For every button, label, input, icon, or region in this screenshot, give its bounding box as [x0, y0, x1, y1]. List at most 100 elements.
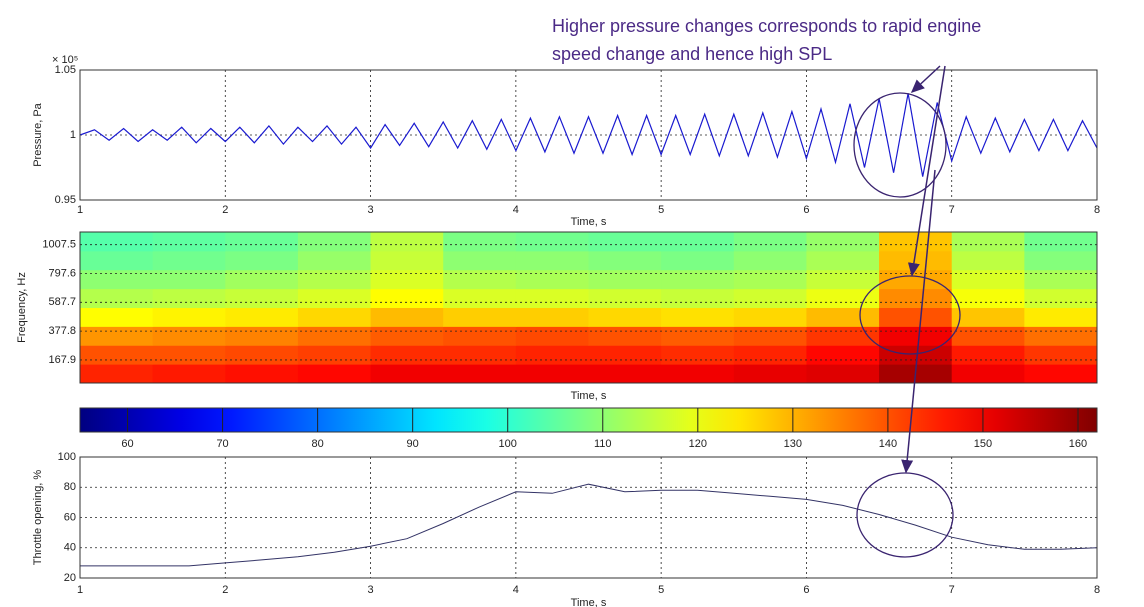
heatmap-cell	[443, 288, 517, 308]
heatmap-cell	[661, 288, 735, 308]
y-tick-label: 40	[64, 542, 76, 554]
heatmap-cell	[443, 364, 517, 384]
arrow	[910, 65, 941, 94]
heatmap-cell	[80, 269, 154, 290]
heatmap-cell	[152, 250, 226, 271]
heatmap-cell	[297, 364, 372, 384]
heatmap-cell	[806, 288, 880, 308]
heatmap-cell	[297, 307, 372, 327]
x-axis-label: Time, s	[571, 390, 607, 402]
y-tick-label: 797.6	[48, 267, 76, 279]
line	[79, 93, 1098, 177]
heatmap-cell	[443, 345, 517, 365]
heatmap-cell	[806, 250, 880, 271]
y-axis-label: Frequency, Hz	[16, 272, 28, 343]
heatmap-cell	[1024, 307, 1098, 327]
heatmap-cell	[733, 269, 807, 290]
arrow	[907, 65, 946, 277]
heatmap-cell	[370, 326, 444, 346]
heatmap-cell	[661, 307, 735, 327]
heatmap-cell	[225, 345, 299, 365]
heatmap-cell	[879, 307, 953, 327]
heatmap-cell	[951, 345, 1025, 365]
heatmap-cell	[515, 288, 589, 308]
heatmap-cell	[661, 364, 735, 384]
plot-frame	[79, 69, 1098, 201]
heatmap-cell	[1024, 288, 1098, 308]
y-tick-label: 1007.5	[42, 239, 76, 251]
x-tick-label: 3	[368, 584, 374, 596]
x-tick-label: 5	[658, 584, 664, 596]
x-tick-label: 8	[1094, 584, 1100, 596]
heatmap-cell	[661, 269, 735, 290]
heatmap-cell	[443, 307, 517, 327]
heatmap-cell	[1024, 250, 1098, 271]
highlight-ellipse	[853, 92, 947, 198]
colorbar-tick-label: 70	[216, 438, 228, 450]
line	[80, 483, 1098, 567]
heatmap-cell	[297, 288, 372, 308]
colorbar-tick-label: 130	[784, 438, 802, 450]
heatmap-cell	[1024, 345, 1098, 365]
y-tick-label: 1	[70, 129, 76, 141]
heatmap-cell	[225, 326, 299, 346]
heatmap-cell	[879, 345, 953, 365]
y-tick-label: 60	[64, 511, 76, 523]
heatmap-cell	[515, 307, 589, 327]
y-tick-label: 377.8	[48, 325, 76, 337]
y-tick-label: 100	[58, 451, 76, 463]
y-tick-label: 587.7	[48, 296, 76, 308]
y-tick-label: 20	[64, 572, 76, 584]
heatmap-cell	[806, 232, 880, 252]
heatmap-cell	[733, 307, 807, 327]
heatmap-cell	[370, 307, 444, 327]
heatmap-cell	[225, 288, 299, 308]
highlight-ellipse	[856, 472, 954, 558]
heatmap-cell	[879, 250, 953, 271]
heatmap-cell	[370, 232, 444, 252]
plot-frame	[79, 231, 1098, 384]
heatmap-cell	[152, 307, 226, 327]
colorbar-tick-label: 160	[1069, 438, 1087, 450]
x-tick-label: 2	[222, 584, 228, 596]
heatmap-cell	[588, 307, 662, 327]
heatmap-cell	[588, 345, 662, 365]
heatmap-cell	[152, 269, 226, 290]
heatmap-cell	[515, 232, 589, 252]
annotation-line: Higher pressure changes corresponds to r…	[552, 16, 981, 36]
colorbar-tick-label: 80	[311, 438, 323, 450]
heatmap-cell	[951, 364, 1025, 384]
heatmap-cell	[661, 326, 735, 346]
x-tick-label: 1	[77, 204, 83, 216]
heatmap-cell	[879, 326, 953, 346]
heatmap-cell	[370, 364, 444, 384]
y-tick-label: 1.05	[55, 64, 76, 76]
heatmap-cell	[80, 364, 154, 384]
heatmap-cell	[80, 250, 154, 271]
heatmap-cell	[733, 288, 807, 308]
heatmap-cell	[951, 269, 1025, 290]
y-tick-label: 0.95	[55, 194, 76, 206]
heatmap-cell	[152, 326, 226, 346]
heatmap-cell	[588, 250, 662, 271]
heatmap-cell	[806, 307, 880, 327]
colorbar-tick-label: 90	[407, 438, 419, 450]
y-axis-label: Throttle opening, %	[32, 470, 44, 566]
heatmap-cell	[443, 250, 517, 271]
x-axis-label: Time, s	[571, 597, 607, 607]
heatmap-cell	[806, 269, 880, 290]
annotation-line: speed change and hence high SPL	[552, 44, 832, 64]
heatmap-cell	[806, 345, 880, 365]
heatmap-cell	[588, 269, 662, 290]
heatmap-cell	[661, 250, 735, 271]
colorbar-tick-label: 150	[974, 438, 992, 450]
heatmap-cell	[661, 232, 735, 252]
x-tick-label: 5	[658, 204, 664, 216]
x-tick-label: 7	[949, 584, 955, 596]
heatmap-cell	[733, 345, 807, 365]
heatmap-cell	[370, 288, 444, 308]
x-tick-label: 4	[513, 584, 519, 596]
heatmap-cell	[152, 288, 226, 308]
colorbar-tick-label: 110	[594, 438, 612, 450]
